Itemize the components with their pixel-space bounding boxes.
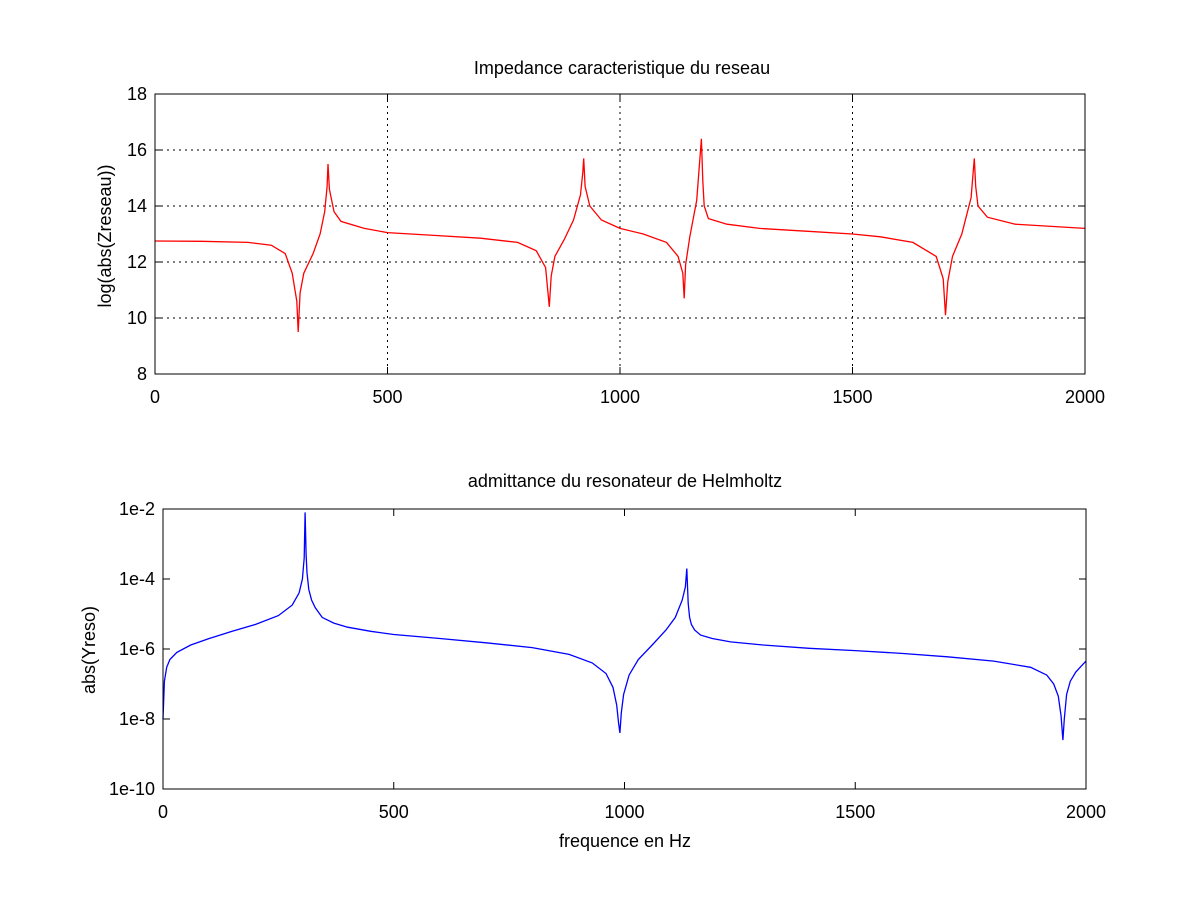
admittance-series-line bbox=[162, 512, 1087, 741]
admittance-y-tick-label: 1e-4 bbox=[119, 569, 155, 589]
admittance-y-tick-label: 1e-2 bbox=[119, 499, 155, 519]
admittance-y-tick-label: 1e-8 bbox=[119, 709, 155, 729]
admittance-plot: admittance du resonateur de Helmholtz ab… bbox=[79, 471, 1106, 851]
admittance-x-tick-label: 1500 bbox=[835, 802, 875, 822]
impedance-x-tick-label: 1000 bbox=[600, 387, 640, 407]
impedance-plot: Impedance caracteristique du reseau log(… bbox=[95, 58, 1105, 407]
impedance-axes-frame bbox=[154, 93, 1086, 375]
admittance-x-tick-label: 500 bbox=[379, 802, 409, 822]
admittance-x-tick-label: 0 bbox=[158, 802, 168, 822]
admittance-x-tick-label: 2000 bbox=[1066, 802, 1106, 822]
admittance-x-tick-labels: 0 500 1000 1500 2000 bbox=[158, 802, 1106, 822]
impedance-y-tick-label: 16 bbox=[127, 140, 147, 160]
admittance-y-tick-label: 1e-10 bbox=[109, 779, 155, 799]
impedance-y-tick-labels: 8 10 12 14 16 18 bbox=[127, 84, 147, 384]
admittance-y-axis-label: abs(Yreso) bbox=[79, 606, 99, 694]
impedance-series-line bbox=[154, 138, 1086, 333]
admittance-axes-frame bbox=[162, 508, 1087, 790]
impedance-y-tick-label: 10 bbox=[127, 308, 147, 328]
impedance-y-axis-label: log(abs(Zreseau)) bbox=[95, 164, 115, 307]
impedance-x-tick-labels: 0 500 1000 1500 2000 bbox=[150, 387, 1105, 407]
admittance-x-axis-label: frequence en Hz bbox=[559, 831, 691, 851]
admittance-y-tick-labels: 1e-10 1e-8 1e-6 1e-4 1e-2 bbox=[109, 499, 155, 799]
impedance-y-tick-label: 8 bbox=[137, 364, 147, 384]
impedance-plot-title: Impedance caracteristique du reseau bbox=[474, 58, 770, 78]
impedance-y-tick-label: 18 bbox=[127, 84, 147, 104]
admittance-plot-title: admittance du resonateur de Helmholtz bbox=[468, 471, 782, 491]
impedance-y-tick-label: 14 bbox=[127, 196, 147, 216]
admittance-y-tick-label: 1e-6 bbox=[119, 639, 155, 659]
impedance-x-tick-label: 500 bbox=[372, 387, 402, 407]
impedance-y-tick-label: 12 bbox=[127, 252, 147, 272]
impedance-x-tick-label: 0 bbox=[150, 387, 160, 407]
admittance-x-tick-label: 1000 bbox=[604, 802, 644, 822]
impedance-x-tick-label: 1500 bbox=[832, 387, 872, 407]
impedance-x-tick-label: 2000 bbox=[1065, 387, 1105, 407]
